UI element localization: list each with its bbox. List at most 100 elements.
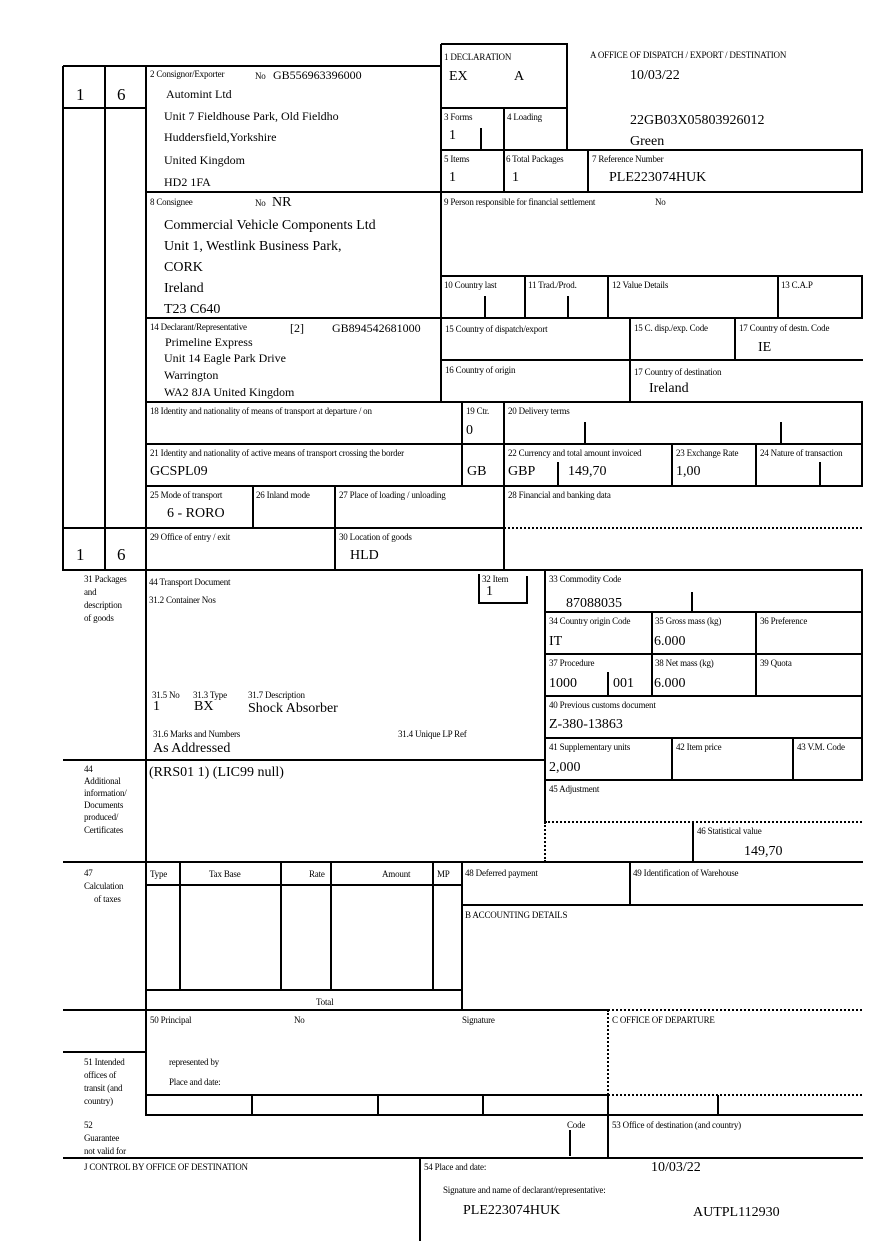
rule-line bbox=[146, 884, 463, 886]
tax-column-type: Type bbox=[150, 869, 168, 879]
declaration-type: EX bbox=[449, 69, 468, 84]
rule-line bbox=[608, 1094, 862, 1096]
rule-line bbox=[545, 611, 863, 613]
box44-side-label: Certificates bbox=[84, 825, 124, 835]
rule-line bbox=[777, 276, 779, 319]
marks-value: As Addressed bbox=[153, 741, 231, 756]
rule-line bbox=[861, 570, 863, 781]
box13-label: 13 C.A.P bbox=[781, 280, 813, 290]
package-type: BX bbox=[194, 699, 214, 714]
commodity-code: 87088035 bbox=[566, 596, 622, 611]
rule-line bbox=[146, 443, 863, 445]
rule-line bbox=[146, 317, 863, 319]
declaration-subtype: A bbox=[514, 69, 525, 84]
rule-line bbox=[145, 66, 147, 1116]
rule-line bbox=[63, 65, 442, 67]
box30-label: 30 Location of goods bbox=[339, 532, 412, 542]
box44-side-label: Documents bbox=[84, 800, 124, 810]
rule-line bbox=[780, 422, 782, 443]
rule-line bbox=[607, 1095, 609, 1159]
box44-side-label: Additional bbox=[84, 776, 121, 786]
consignor-line: United Kingdom bbox=[164, 153, 245, 167]
box9-label: 9 Person responsible for financial settl… bbox=[444, 197, 596, 207]
box7-label: 7 Reference Number bbox=[592, 154, 664, 164]
box44-side-label: information/ bbox=[84, 788, 127, 798]
box31-side-label: and bbox=[84, 587, 97, 597]
box44-side-label: produced/ bbox=[84, 812, 119, 822]
rule-line bbox=[440, 44, 442, 403]
box47-side-label: Calculation bbox=[84, 881, 124, 891]
rule-line bbox=[63, 527, 505, 529]
rule-line bbox=[861, 150, 863, 193]
transport-document-label: 44 Transport Document bbox=[149, 577, 231, 587]
box15a-label: 15 C. disp./exp. Code bbox=[634, 323, 708, 333]
box22-label: 22 Currency and total amount invoiced bbox=[508, 448, 642, 458]
box34-label: 34 Country origin Code bbox=[549, 616, 631, 626]
rule-line bbox=[146, 989, 463, 991]
box29-label: 29 Office of entry / exit bbox=[150, 532, 231, 542]
forms-value: 1 bbox=[449, 128, 456, 143]
box31-side-label: 31 Packages bbox=[84, 574, 127, 584]
rule-line bbox=[462, 904, 863, 906]
place-date-value: 10/03/22 bbox=[651, 1160, 701, 1175]
box16-label: 16 Country of origin bbox=[445, 365, 516, 375]
box27-label: 27 Place of loading / unloading bbox=[339, 490, 446, 500]
box15-label: 15 Country of dispatch/export bbox=[445, 324, 548, 334]
box18-label: 18 Identity and nationality of means of … bbox=[150, 406, 372, 416]
accounting-details-label: B ACCOUNTING DETAILS bbox=[465, 910, 568, 920]
rule-line bbox=[544, 822, 546, 862]
consignor-line: HD2 1FA bbox=[164, 175, 211, 189]
consignee-line: Commercial Vehicle Components Ltd bbox=[164, 218, 376, 233]
consignee-line: Ireland bbox=[164, 281, 204, 296]
declarant-no: GB894542681000 bbox=[332, 321, 421, 335]
box9-no-label: No bbox=[655, 197, 666, 207]
rule-line bbox=[432, 862, 434, 991]
box2-no-label: No bbox=[255, 71, 266, 81]
box52-side-label: Guarantee bbox=[84, 1133, 120, 1143]
consignee-line: Unit 1, Westlink Business Park, bbox=[164, 239, 342, 254]
box44-side-label: 44 bbox=[84, 764, 93, 774]
rule-line bbox=[441, 149, 863, 151]
goods-location: HLD bbox=[350, 548, 379, 563]
rule-line bbox=[146, 191, 863, 193]
unique-lp-ref-label: 31.4 Unique LP Ref bbox=[398, 729, 467, 739]
box17a-label: 17 Country of destn. Code bbox=[739, 323, 830, 333]
box42-label: 42 Item price bbox=[676, 742, 722, 752]
box45-label: 45 Adjustment bbox=[549, 784, 600, 794]
container-nos-label: 31.2 Container Nos bbox=[149, 595, 216, 605]
box8-label: 8 Consignee bbox=[150, 197, 193, 207]
box26-label: 26 Inland mode bbox=[256, 490, 310, 500]
total-packages-value: 1 bbox=[512, 170, 519, 185]
box19-label: 19 Ctr. bbox=[466, 406, 490, 416]
box48-label: 48 Deferred payment bbox=[465, 868, 538, 878]
rule-line bbox=[63, 1009, 609, 1011]
box2-label: 2 Consignor/Exporter bbox=[150, 69, 225, 79]
office-of-departure-label: C OFFICE OF DEPARTURE bbox=[612, 1015, 715, 1025]
exchange-rate: 1,00 bbox=[676, 464, 701, 479]
box20-label: 20 Delivery terms bbox=[508, 406, 570, 416]
rule-line bbox=[755, 444, 757, 487]
rule-line bbox=[526, 576, 528, 604]
box23-label: 23 Exchange Rate bbox=[676, 448, 739, 458]
rule-line bbox=[545, 695, 863, 697]
rule-line bbox=[567, 296, 569, 317]
consignor-line: Automint Ltd bbox=[166, 87, 232, 101]
box11-label: 11 Trad./Prod. bbox=[528, 280, 577, 290]
header-date: 10/03/22 bbox=[630, 68, 680, 83]
representative-code: [2] bbox=[290, 321, 304, 335]
box51-side-label: transit (and bbox=[84, 1083, 123, 1093]
destination-code: IE bbox=[758, 340, 772, 355]
marks-label: 31.6 Marks and Numbers bbox=[153, 729, 241, 739]
invoice-currency: GBP bbox=[508, 464, 536, 479]
rule-line bbox=[569, 1130, 571, 1156]
box28-label: 28 Financial and banking data bbox=[508, 490, 611, 500]
tax-column-base: Tax Base bbox=[209, 869, 241, 879]
box36-label: 36 Preference bbox=[760, 616, 808, 626]
rule-line bbox=[717, 1095, 719, 1116]
net-mass: 6.000 bbox=[654, 676, 686, 691]
box52-side-label: not valid for bbox=[84, 1146, 126, 1156]
box35-label: 35 Gross mass (kg) bbox=[655, 616, 722, 626]
box39-label: 39 Quota bbox=[760, 658, 792, 668]
box14-label: 14 Declarant/Representative bbox=[150, 322, 247, 332]
box31-side-label: description bbox=[84, 600, 122, 610]
